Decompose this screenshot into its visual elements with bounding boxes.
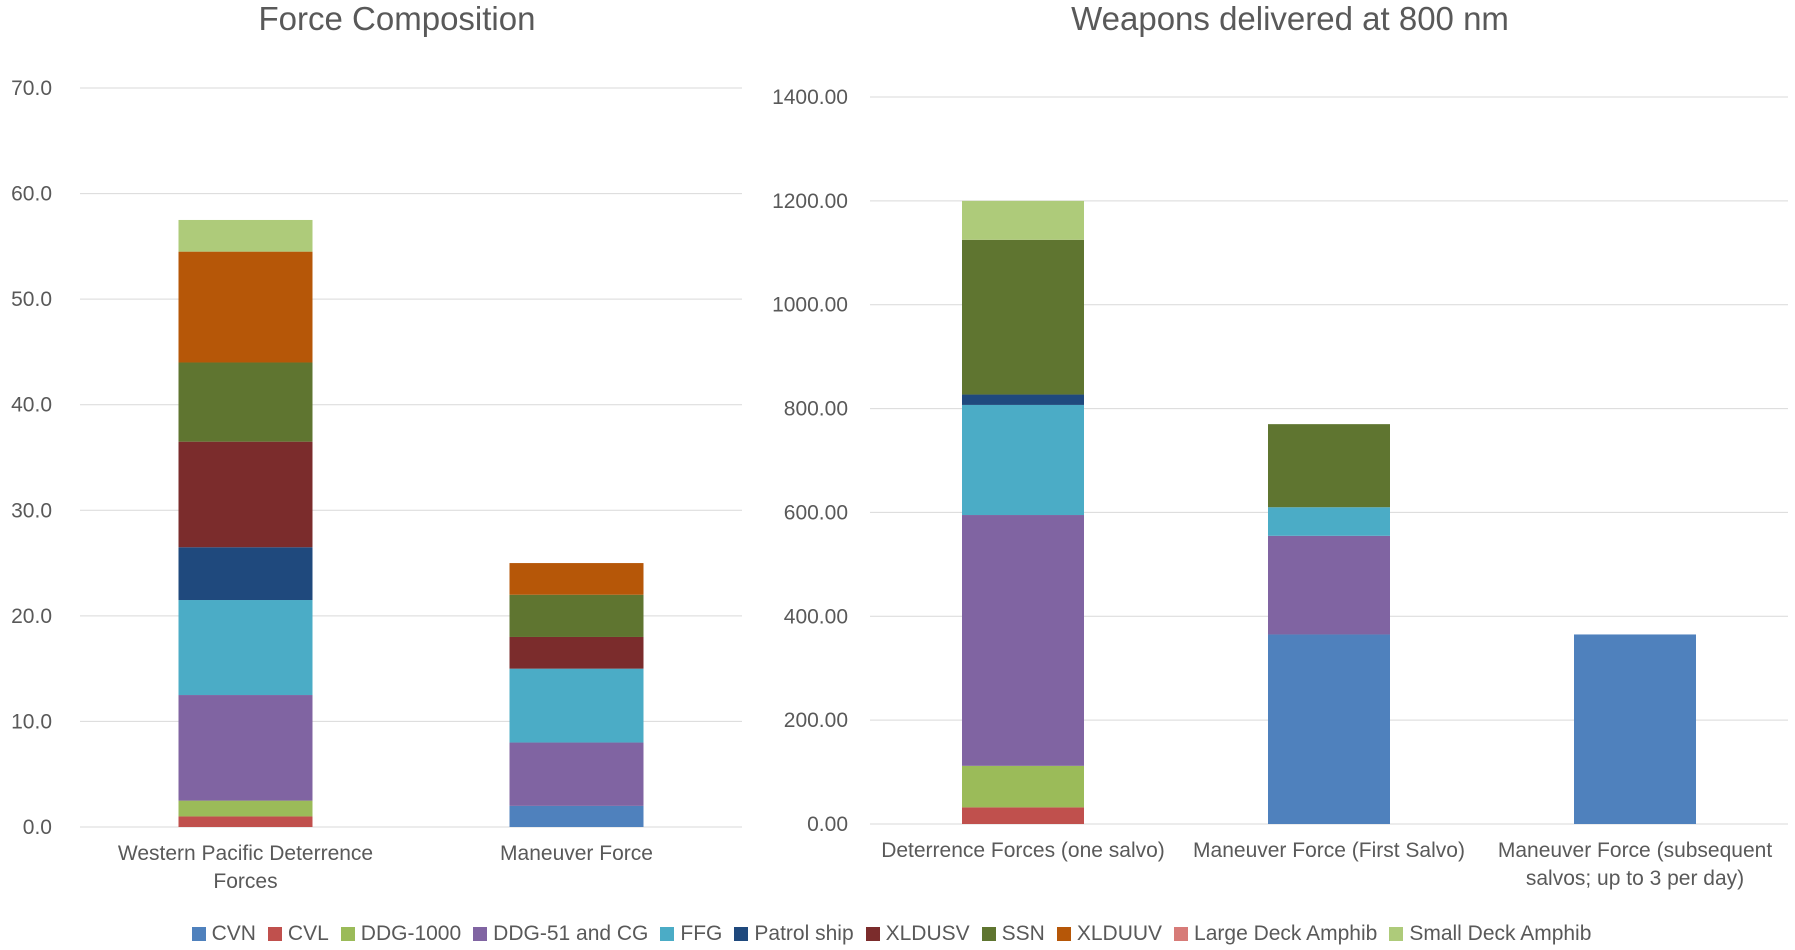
legend-label: SSN [1001,922,1045,945]
y-tick-label: 40.0 [11,394,52,417]
y-tick-label: 1400.00 [772,86,848,109]
bar-segment-ssn [1268,424,1390,508]
legend-swatch [865,927,880,941]
x-category-label: Maneuver Force (First Salvo) [1193,839,1465,862]
legend-swatch [1056,927,1071,941]
x-category-label: salvos; up to 3 per day) [1526,867,1744,890]
legend-item-large-deck-amphib: Large Deck Amphib [1174,922,1377,946]
legend-swatch [1389,927,1404,941]
bar-segment-ffg [509,668,644,743]
x-category-label: Forces [213,870,277,893]
y-tick-label: 200.00 [784,709,848,732]
legend-label: Small Deck Amphib [1409,922,1592,945]
y-tick-label: 0.00 [807,813,848,836]
x-category-label: Maneuver Force (subsequent [1498,839,1772,862]
legend-label: XLDUSV [885,922,970,945]
bar-segment-xlduuv [509,563,644,595]
chart-2: Weapons delivered at 800 nm 0.00 200.00 400… [772,0,1788,890]
bar-segment-ffg [1268,507,1390,536]
y-tick-label: 0.0 [23,816,52,839]
y-tick-label: 800.00 [784,398,848,421]
bar-segment-cvn [1268,634,1390,824]
bar-segment-ddg-1000 [178,800,313,817]
legend-item-ddg-1000: DDG-1000 [340,922,462,946]
legend-item-ssn: SSN [981,922,1045,946]
legend-label: Patrol ship [754,922,854,945]
legend-item-cvl: CVL [267,922,329,946]
bar-segment-ddg-1000 [962,765,1084,808]
x-category-label: Deterrence Forces (one salvo) [881,839,1165,862]
legend: CVN CVL DDG-1000 DDG-51 and CG FFG Patrol shi… [0,922,1795,946]
y-tick-label: 1000.00 [772,294,848,317]
legend-item-ffg: FFG [660,922,722,946]
x-category-label: Western Pacific Deterrence [118,842,373,865]
chart-1: Force Composition 0.0 10.0 20.0 30.0 40.0 50.0… [11,0,742,893]
bar-segment-xldusv [178,441,313,548]
bar-segment-ffg [178,600,313,696]
y-tick-label: 10.0 [11,710,52,733]
bar-segment-ddg-51-and-cg [509,742,644,806]
legend-swatch [734,927,749,941]
bar-segment-small-deck-amphib [178,219,313,252]
bar-segment-ssn [509,594,644,637]
y-tick-label: 1200.00 [772,190,848,213]
bar-segment-cvl [178,816,313,827]
legend-item-patrol-ship: Patrol ship [734,922,854,946]
legend-swatch [981,927,996,941]
bar-segment-patrol-ship [962,394,1084,405]
bar-segment-ffg [962,404,1084,516]
legend-label: CVL [287,922,329,945]
bar-segment-cvn [509,805,644,827]
legend-label: CVN [211,922,256,945]
legend-swatch [660,927,675,941]
y-tick-label: 400.00 [784,605,848,628]
legend-item-cvn: CVN [191,922,256,946]
legend-item-ddg-51-and-cg: DDG-51 and CG [473,922,648,946]
bar-segment-cvn [1574,634,1696,824]
legend-item-xlduuv: XLDUUV [1056,922,1163,946]
legend-label: DDG-1000 [360,922,462,945]
legend-swatch [1174,927,1189,941]
y-tick-label: 600.00 [784,501,848,524]
bar-segment-cvl [962,807,1084,824]
x-category-label: Maneuver Force [500,842,653,865]
bar-segment-small-deck-amphib [962,200,1084,240]
legend-label: DDG-51 and CG [493,922,649,945]
legend-swatch [191,927,206,941]
bar-segment-xldusv [509,636,644,669]
y-tick-label: 20.0 [11,605,52,628]
y-tick-label: 30.0 [11,499,52,522]
legend-item-small-deck-amphib: Small Deck Amphib [1389,922,1591,946]
legend-label: FFG [680,922,723,945]
y-tick-label: 70.0 [11,77,52,100]
bar-segment-ssn [962,239,1084,395]
bar-segment-xlduuv [178,251,313,363]
legend-item-xldusv: XLDUSV [865,922,970,946]
y-tick-label: 50.0 [11,288,52,311]
chart-title: Weapons delivered at 800 nm [1071,0,1509,37]
legend-label: XLDUUV [1076,922,1163,945]
legend-swatch [473,927,488,941]
bar-segment-ddg-51-and-cg [962,515,1084,766]
bar-segment-ddg-51-and-cg [1268,535,1390,635]
bar-segment-patrol-ship [178,547,313,601]
bar-segment-ddg-51-and-cg [178,695,313,801]
bar-segment-ssn [178,362,313,442]
y-tick-label: 60.0 [11,183,52,206]
legend-label: Large Deck Amphib [1194,922,1378,945]
legend-swatch [340,927,355,941]
chart-title: Force Composition [259,0,536,37]
legend-swatch [267,927,282,941]
